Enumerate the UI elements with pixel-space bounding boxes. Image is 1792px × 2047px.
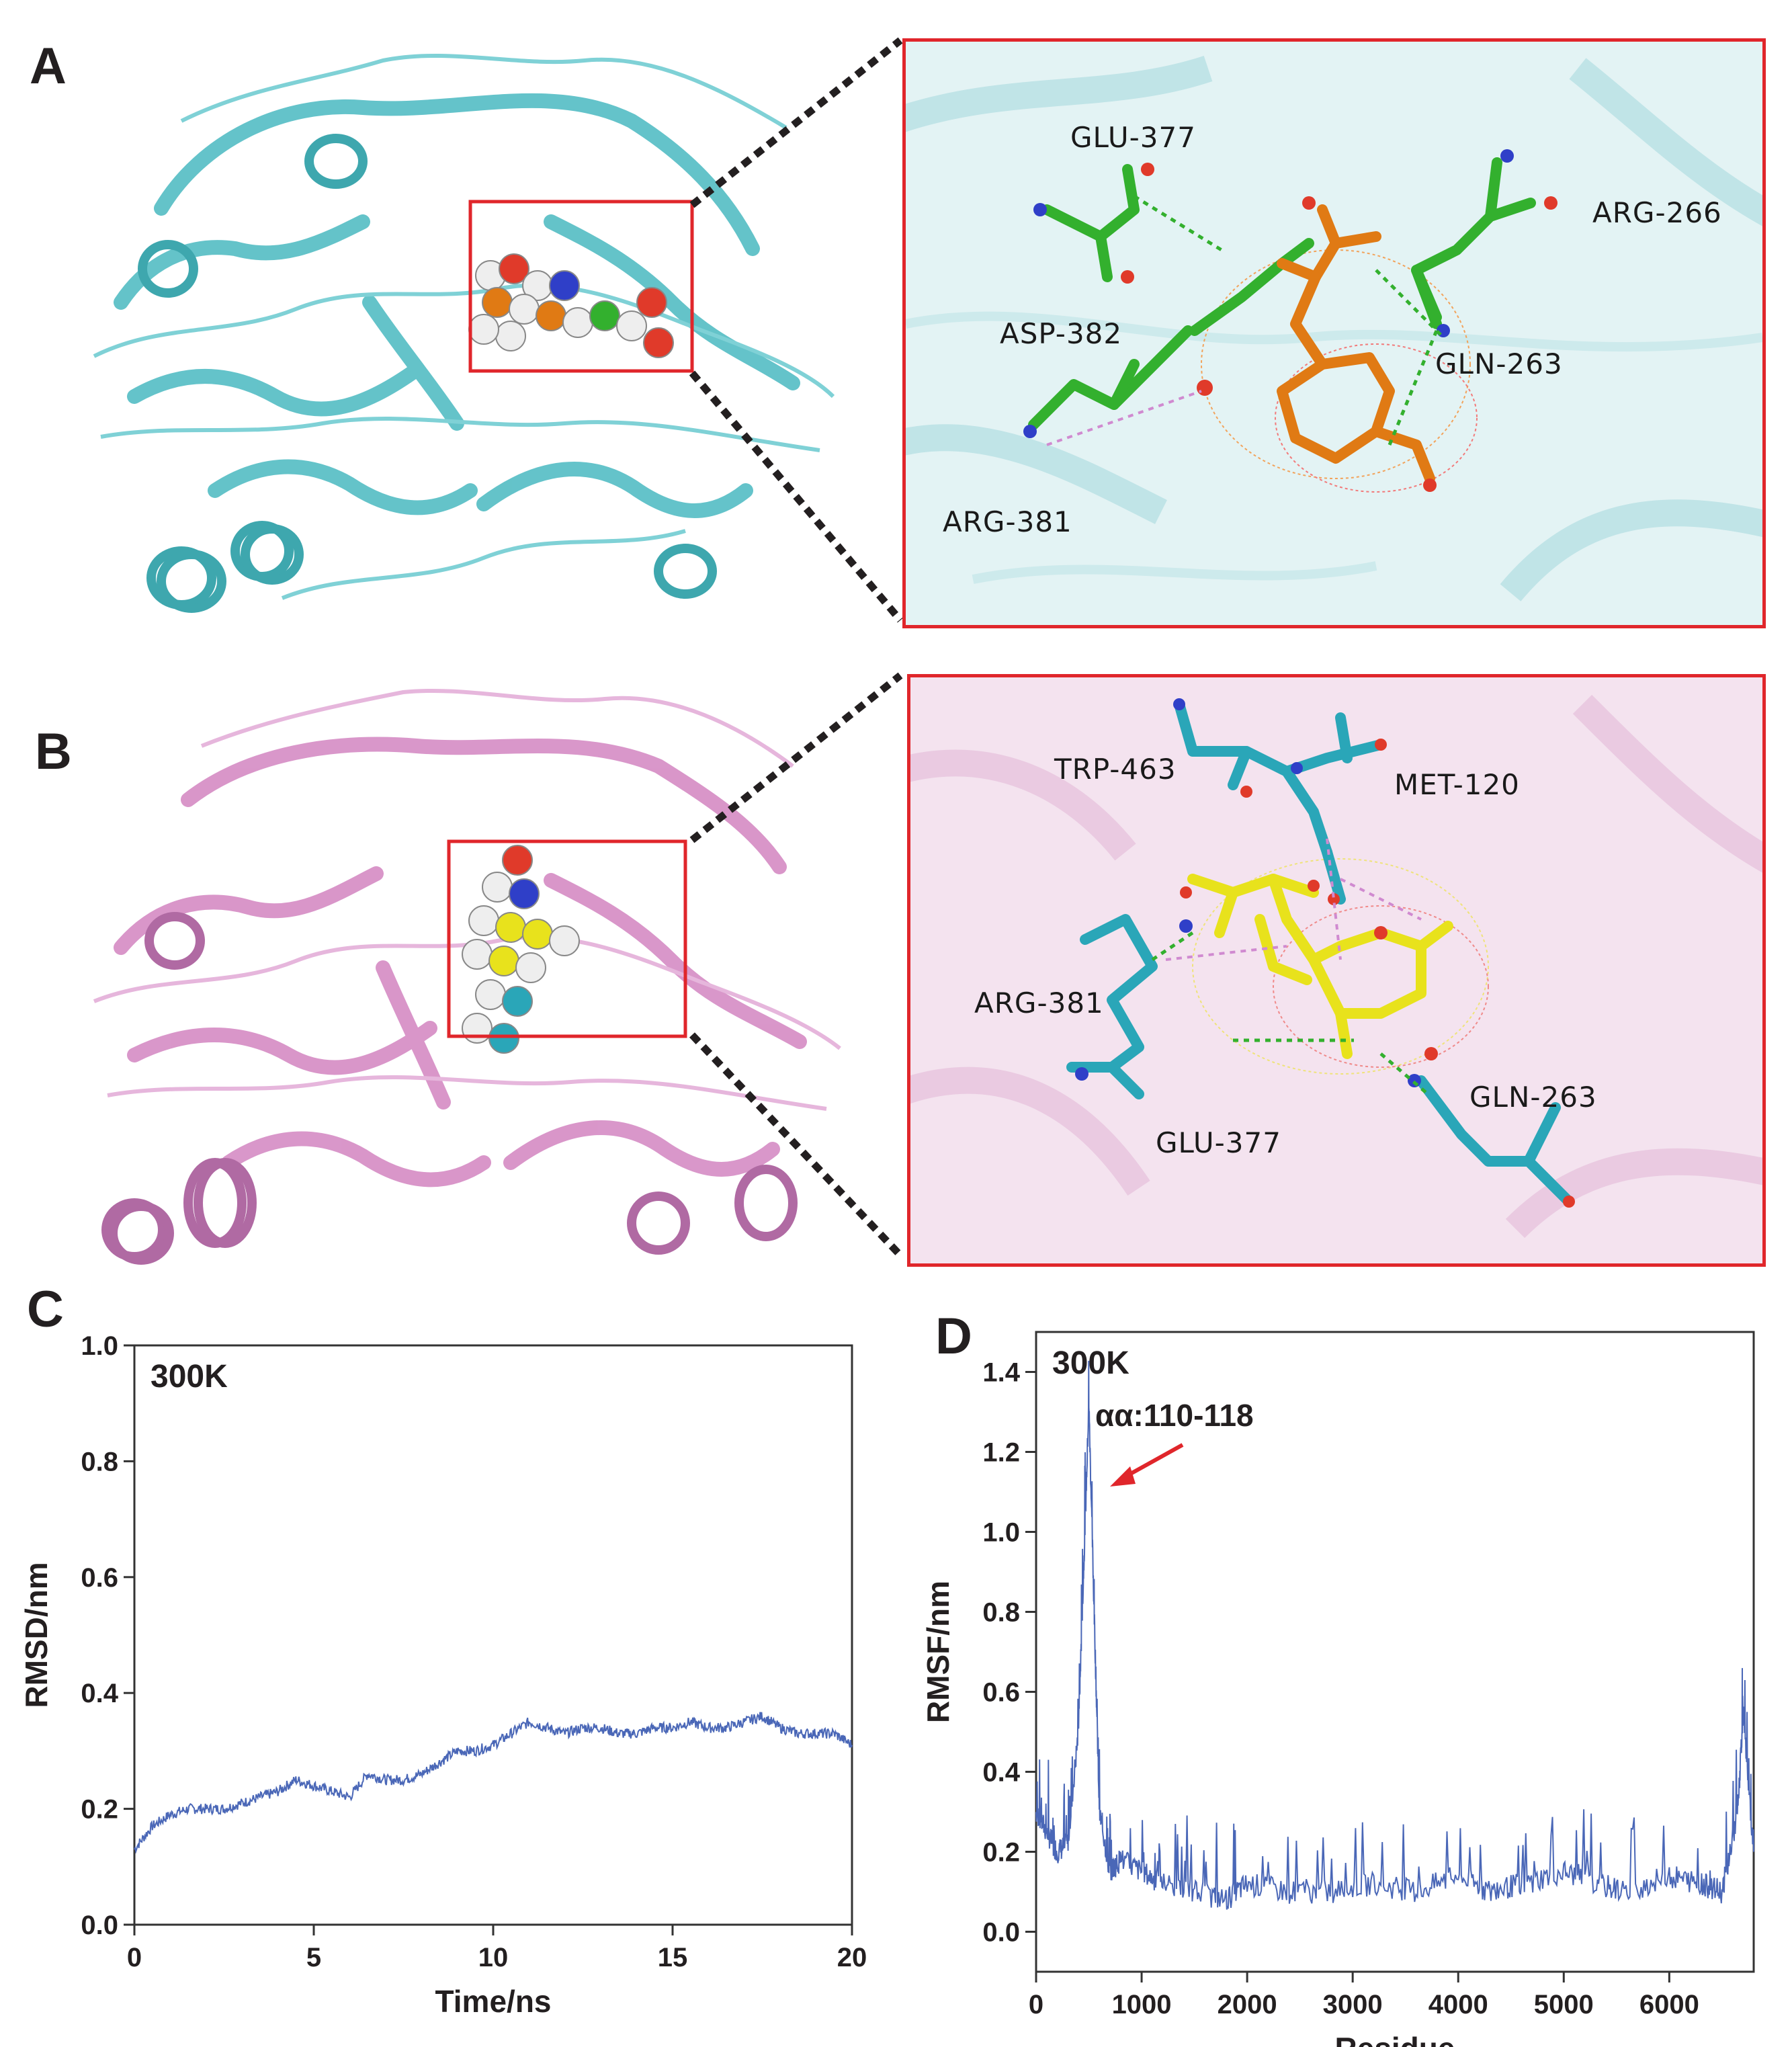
panel-label-c: C [27, 1281, 64, 1338]
y-tick-label: 1.4 [982, 1358, 1020, 1388]
residue-label: ARG-381 [943, 505, 1072, 538]
y-tick-label: 1.2 [982, 1438, 1020, 1468]
rmsd-chart: 0 5 10 15 20 0.0 0.2 0.4 0.6 0.8 1.0 Time/ns RMSD/nm… [19, 1331, 867, 2019]
temperature-annotation: 300K [151, 1359, 228, 1394]
x-tick-label: 6000 [1639, 1990, 1699, 2019]
callout-arrow [1121, 1443, 1184, 1480]
zoom-connector-b [689, 672, 903, 1258]
peak-callout: αα:110-118 [1095, 1398, 1254, 1433]
x-tick-label: 10 [478, 1943, 509, 1972]
y-tick-label: 0.2 [982, 1838, 1020, 1868]
panel-label-a: A [30, 38, 67, 95]
series-line [1035, 1360, 1754, 1910]
residue-label: ARG-381 [974, 987, 1104, 1019]
binding-site-box-a [468, 200, 694, 373]
plot-frame [1035, 1331, 1755, 1973]
panel-label-b: B [35, 723, 72, 780]
y-tick-label: 0.0 [81, 1911, 118, 1940]
x-tick-label: 5000 [1534, 1990, 1594, 2019]
y-axis-label: RMSF/nm [921, 1581, 955, 1723]
x-tick-label: 1000 [1112, 1990, 1172, 2019]
ligand-spheres-a [468, 253, 674, 358]
y-axis-label: RMSD/nm [19, 1562, 54, 1708]
y-tick-label: 0.0 [982, 1918, 1020, 1948]
x-tick-label: 3000 [1323, 1990, 1383, 2019]
residue-label: ASP-382 [1000, 317, 1123, 350]
y-tick-label: 0.2 [81, 1795, 118, 1825]
x-tick-label: 0 [1029, 1990, 1043, 2019]
protein-structure-b [93, 688, 841, 1265]
residue-label: ARG-266 [1592, 196, 1722, 229]
plot-frame [133, 1344, 853, 1926]
x-tick-label: 0 [127, 1943, 142, 1972]
y-tick-label: 1.0 [982, 1518, 1020, 1548]
y-tick-label: 0.8 [982, 1598, 1020, 1628]
ligand-interaction-diagram-b [910, 694, 1762, 1239]
x-tick-label: 20 [837, 1943, 867, 1972]
binding-site-zoom-a: GLU-377 ARG-266 ASP-382 GLN-263 ARG-381 [902, 38, 1766, 628]
x-tick-label: 5 [306, 1943, 321, 1972]
y-tick-label: 0.6 [81, 1563, 118, 1593]
binding-site-box-b [447, 839, 687, 1038]
y-tick-label: 0.4 [982, 1758, 1020, 1788]
residue-label: MET-120 [1394, 768, 1520, 801]
callout-arrowhead [1110, 1466, 1136, 1487]
y-tick-label: 0.6 [982, 1678, 1020, 1708]
residue-label: GLU-377 [1156, 1126, 1281, 1159]
residue-label: GLN-263 [1435, 347, 1563, 380]
y-tick-label: 0.8 [81, 1447, 118, 1476]
binding-site-zoom-b: TRP-463 MET-120 ARG-381 GLN-263 GLU-377 [907, 674, 1766, 1267]
y-tick-label: 0.4 [81, 1679, 118, 1708]
ligand-spheres-b [462, 845, 580, 1054]
x-tick-label: 4000 [1428, 1990, 1488, 2019]
x-tick-label: 15 [658, 1943, 688, 1972]
series-line [134, 1712, 853, 1854]
y-tick-label: 1.0 [81, 1331, 118, 1361]
ligand-interaction-diagram-a [906, 56, 1762, 601]
rmsf-chart: 0 1000 2000 3000 4000 5000 6000 0.0 0.2 0.4 0.6 0.8… [921, 1331, 1755, 2047]
x-tick-label: 2000 [1218, 1990, 1277, 2019]
x-axis-label: Residue [1335, 2031, 1455, 2047]
zoom-connector-a [689, 37, 904, 623]
residue-label: TRP-463 [1054, 753, 1177, 786]
residue-label: GLN-263 [1469, 1081, 1597, 1114]
temperature-annotation: 300K [1052, 1345, 1129, 1381]
protein-structure-a [93, 53, 835, 613]
x-axis-label: Time/ns [435, 1984, 552, 2019]
residue-label: GLU-377 [1070, 121, 1196, 154]
panel-label-d: D [935, 1308, 972, 1365]
